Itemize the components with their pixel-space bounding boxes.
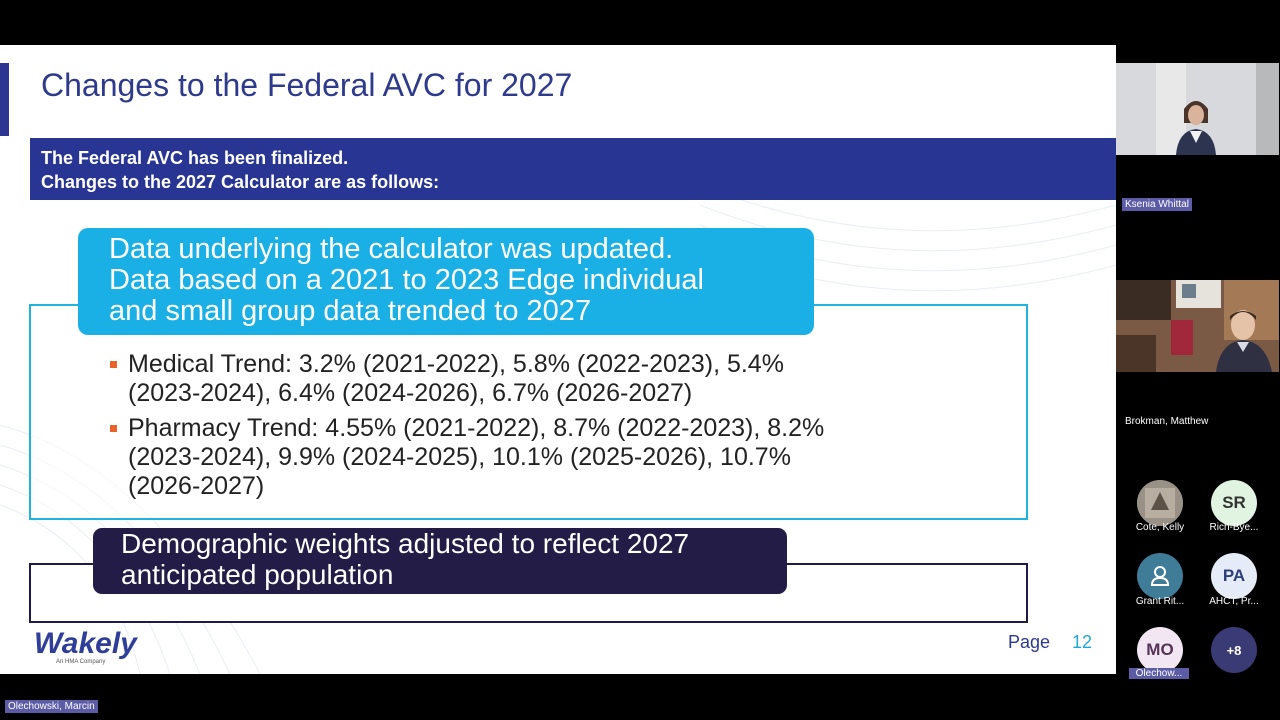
avatar-initials: SR	[1222, 493, 1246, 512]
bullet-text: (2023-2024), 9.9% (2024-2025), 10.1% (20…	[128, 443, 791, 471]
bullet-pharmacy-trend: Pharmacy Trend: 4.55% (2021-2022), 8.7% …	[108, 414, 824, 501]
wakely-logo: Wakely An HMA Company	[34, 627, 144, 667]
bullet-text: Medical Trend: 3.2% (2021-2022), 5.8% (2…	[128, 350, 784, 378]
participant-avatar[interactable]: MO	[1137, 627, 1183, 673]
participant-video	[1116, 280, 1279, 372]
avatar-initials: MO	[1146, 640, 1174, 659]
participant-avatar[interactable]: PA	[1211, 553, 1257, 599]
more-participants-button[interactable]: +8	[1211, 627, 1257, 673]
participant-video	[1116, 63, 1279, 155]
participant-video-tile[interactable]	[1116, 63, 1279, 155]
section1-heading: Data underlying the calculator was updat…	[78, 228, 814, 335]
section1-box	[29, 304, 1028, 520]
bullet-list: Medical Trend: 3.2% (2021-2022), 5.8% (2…	[108, 350, 824, 507]
section1-line-1: Data underlying the calculator was updat…	[109, 233, 674, 265]
participant-label: Cote, Kelly	[1135, 522, 1185, 533]
participant-label: AHCT, Pr...	[1209, 596, 1259, 607]
participant-avatar[interactable]	[1137, 480, 1183, 526]
more-participants-count: +8	[1226, 642, 1242, 658]
participant-avatar[interactable]: SR	[1211, 480, 1257, 526]
slide-banner: The Federal AVC has been finalized. Chan…	[30, 138, 1116, 200]
banner-line-2: Changes to the 2027 Calculator are as fo…	[41, 172, 440, 192]
slide-title: Changes to the Federal AVC for 2027	[41, 67, 573, 103]
video1-name-tag: Ksenia Whittal	[1122, 198, 1192, 211]
title-accent-bar	[0, 63, 9, 136]
section1-line-2: Data based on a 2021 to 2023 Edge indivi…	[109, 264, 704, 296]
section2-line-2: anticipated population	[121, 559, 394, 590]
section2-line-1: Demographic weights adjusted to reflect …	[121, 528, 690, 559]
participant-label: Rich-Bye...	[1209, 522, 1259, 533]
logo-text: Wakely	[34, 627, 137, 660]
bullet-marker	[110, 361, 117, 368]
video2-name: Brokman, Matthew	[1125, 416, 1209, 427]
page-label: Page	[1008, 632, 1051, 652]
photo-avatar	[1137, 480, 1183, 526]
person-icon	[1150, 566, 1170, 586]
section2-heading: Demographic weights adjusted to reflect …	[93, 528, 787, 594]
banner-line-1: The Federal AVC has been finalized.	[41, 148, 349, 168]
section1-line-3: and small group data trended to 2027	[109, 295, 592, 327]
presentation-slide: Changes to the Federal AVC for 2027 The …	[0, 45, 1116, 674]
bullet-text: (2023-2024), 6.4% (2024-2026), 6.7% (202…	[128, 379, 693, 407]
participant-label: Olechow...	[1129, 668, 1189, 679]
participant-label: Grant Rit...	[1135, 596, 1185, 607]
bullet-marker	[110, 425, 117, 432]
avatar-initials: PA	[1222, 566, 1246, 585]
page-number: 12	[1072, 632, 1093, 652]
participant-avatar[interactable]	[1137, 553, 1183, 599]
logo-subtitle: An HMA Company	[56, 659, 106, 665]
bullet-text: Pharmacy Trend: 4.55% (2021-2022), 8.7% …	[128, 414, 825, 442]
participant-video-tile[interactable]	[1116, 280, 1279, 372]
bullet-medical-trend: Medical Trend: 3.2% (2021-2022), 5.8% (2…	[108, 350, 824, 408]
active-speaker-tag: Olechowski, Marcin	[5, 700, 98, 713]
bullet-text: (2026-2027)	[128, 472, 265, 500]
